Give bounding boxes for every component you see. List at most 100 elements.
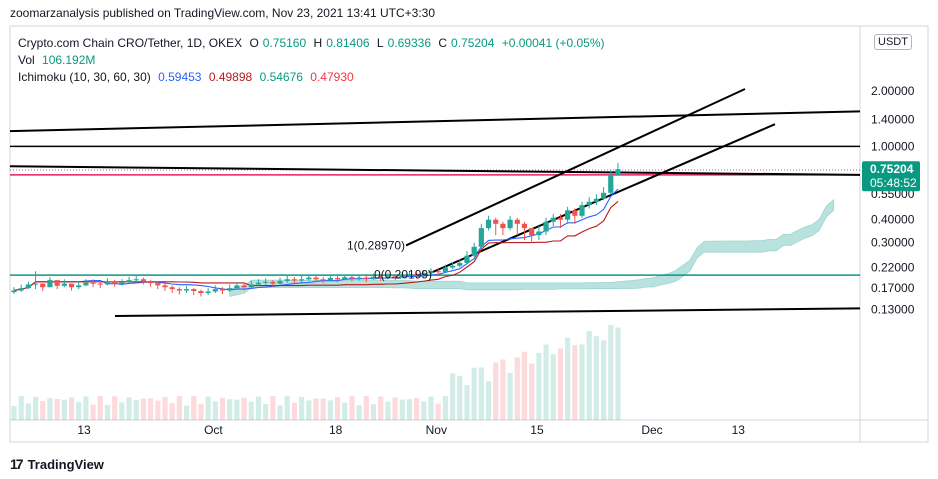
volume-label[interactable]: Vol: [18, 53, 35, 67]
candle-body: [241, 285, 247, 288]
symbol-title[interactable]: Crypto.com Chain CRO/Tether, 1D, OKEX: [18, 36, 243, 50]
candle-body: [449, 265, 456, 268]
candle-body: [140, 279, 147, 281]
last-price-value: 0.75204: [870, 162, 914, 176]
candle-body: [313, 277, 319, 280]
candle-body: [169, 287, 175, 290]
candles: [11, 162, 621, 297]
volume-bar: [615, 327, 621, 420]
volume-bar: [133, 400, 139, 420]
volume-bar: [449, 373, 456, 420]
volume-bar: [327, 400, 333, 420]
candle-body: [608, 174, 614, 193]
volume-bar: [234, 399, 240, 420]
candle-body: [119, 282, 125, 284]
candle-body: [255, 282, 262, 285]
volume-bar: [529, 363, 535, 420]
volume-bar: [183, 405, 190, 420]
price-axis[interactable]: 2.000001.400001.000000.550000.400000.300…: [871, 84, 915, 317]
candle-body: [191, 289, 197, 292]
volume-bar: [248, 401, 254, 420]
volume-bar: [299, 397, 305, 420]
volume-bar: [507, 372, 513, 420]
volume-bar: [406, 399, 413, 420]
volume-bar: [32, 396, 39, 420]
tradingview-logo-icon: 17: [10, 456, 24, 472]
candle-body: [615, 169, 621, 175]
volume-bar: [263, 404, 269, 420]
time-tick-label: Dec: [641, 423, 662, 437]
tradingview-brand[interactable]: 17 TradingView: [10, 456, 104, 472]
candle-body: [378, 276, 384, 279]
low-value: 0.69336: [387, 36, 431, 50]
candle-body: [349, 277, 355, 279]
candle-body: [68, 283, 75, 288]
volume-bar: [18, 396, 24, 420]
fib-label: 0(0.20199): [374, 267, 432, 281]
candle-body: [162, 285, 168, 288]
ichimoku-value-span-a: 0.54676: [259, 70, 303, 84]
volume-bar: [550, 354, 556, 420]
candle-body: [270, 281, 276, 284]
trendline: [9, 110, 861, 133]
candle-body: [414, 273, 420, 276]
cloud-area: [229, 198, 835, 297]
price-tick-label: 0.40000: [871, 213, 915, 227]
volume-bar: [68, 397, 75, 420]
ichimoku-label[interactable]: Ichimoku (10, 30, 60, 30): [18, 70, 151, 84]
volume-bar: [25, 403, 31, 420]
volume-bar: [291, 402, 298, 420]
candle-body: [579, 205, 585, 216]
volume-bar: [385, 401, 391, 420]
price-tick-label: 0.13000: [871, 303, 915, 317]
candle-body: [334, 278, 341, 280]
candle-body: [248, 284, 254, 288]
volume-bar: [255, 396, 262, 420]
volume-bar: [140, 398, 147, 420]
candle-body: [593, 198, 599, 202]
candle-body: [464, 255, 470, 263]
volume-bar: [593, 336, 599, 420]
price-tick-label: 1.40000: [871, 112, 915, 126]
candle-body: [457, 262, 463, 266]
volume-bar: [191, 396, 197, 420]
candle-body: [507, 219, 513, 229]
volume-bar: [500, 359, 506, 420]
volume-bar: [600, 340, 607, 420]
currency-badge[interactable]: USDT: [874, 34, 912, 50]
volume-bar: [241, 397, 247, 420]
trendline: [405, 88, 746, 247]
volume-bar: [54, 399, 60, 420]
volume-bar: [485, 381, 492, 420]
volume-bar: [112, 396, 118, 420]
time-tick-label: Nov: [426, 423, 447, 437]
volume-bar: [363, 396, 369, 420]
candle-body: [356, 277, 362, 279]
volume-bar: [284, 396, 290, 420]
candle-body: [586, 201, 592, 206]
candle-body: [543, 221, 549, 232]
volume-bar: [169, 403, 175, 420]
candle-body: [342, 277, 348, 280]
candle-body: [40, 283, 46, 288]
volume-bar: [543, 344, 549, 420]
candle-body: [284, 279, 290, 281]
price-tick-label: 0.30000: [871, 236, 915, 250]
candle-body: [18, 288, 24, 291]
volume-bar: [565, 337, 571, 420]
candle-body: [406, 273, 413, 276]
time-axis[interactable]: 13 Oct 18 Nov 15 Dec 13: [77, 423, 745, 437]
ichimoku-value-span-b: 0.47930: [310, 70, 354, 84]
candle-body: [478, 228, 484, 247]
open-label: O: [249, 36, 259, 50]
high-value: 0.81406: [326, 36, 370, 50]
chart-border: [9, 25, 929, 443]
volume-bar: [521, 351, 528, 420]
brand-label: TradingView: [27, 456, 104, 472]
volume-bar: [162, 396, 168, 420]
price-tick-label: 2.00000: [871, 84, 915, 98]
volume-bar: [90, 404, 96, 420]
candle-body: [363, 277, 369, 280]
